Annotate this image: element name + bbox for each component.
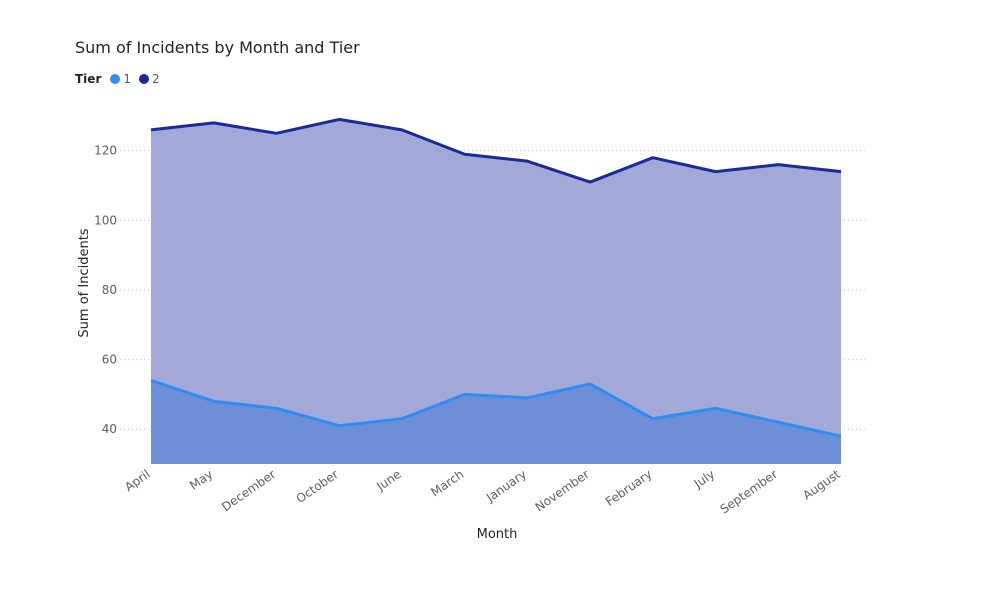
x-tick-label: January bbox=[483, 467, 529, 505]
x-tick-label: August bbox=[800, 467, 843, 503]
legend-title: Tier bbox=[75, 72, 102, 86]
area-series bbox=[151, 119, 841, 465]
area-tier-1 bbox=[151, 380, 841, 464]
x-tick-label: October bbox=[294, 467, 341, 506]
y-tick-label: 60 bbox=[102, 353, 117, 367]
x-axis-label: Month bbox=[477, 527, 518, 542]
legend-item-tier-1[interactable]: 1 bbox=[110, 72, 131, 86]
legend: Tier 1 2 bbox=[75, 72, 168, 86]
x-tick-label: July bbox=[691, 467, 718, 491]
y-axis-label: Sum of Incidents bbox=[77, 228, 92, 337]
chart-title: Sum of Incidents by Month and Tier bbox=[75, 38, 360, 57]
x-tick-label: December bbox=[219, 467, 278, 514]
x-axis-ticks: April May December October June March January N… bbox=[122, 467, 843, 517]
x-tick-label: February bbox=[603, 467, 655, 509]
x-tick-label: September bbox=[718, 467, 780, 517]
y-tick-label: 100 bbox=[94, 213, 117, 227]
y-tick-label: 80 bbox=[102, 283, 117, 297]
line-series bbox=[150, 117, 842, 438]
legend-dot-tier-1 bbox=[110, 74, 121, 84]
legend-label-tier-2: 2 bbox=[152, 72, 160, 86]
y-tick-label: 120 bbox=[94, 144, 117, 158]
x-tick-label: June bbox=[373, 467, 403, 494]
line-tier-1[interactable] bbox=[150, 379, 842, 438]
y-tick-label: 40 bbox=[102, 422, 117, 436]
legend-item-tier-2[interactable]: 2 bbox=[139, 72, 160, 86]
legend-dot-tier-2 bbox=[139, 74, 149, 84]
area-tier-2 bbox=[151, 119, 841, 465]
x-tick-label: April bbox=[122, 467, 153, 494]
x-tick-label: March bbox=[428, 467, 466, 499]
x-tick-label: May bbox=[187, 467, 215, 493]
x-tick-label: November bbox=[533, 467, 592, 514]
legend-label-tier-1: 1 bbox=[123, 72, 131, 86]
line-tier-2[interactable] bbox=[150, 117, 842, 184]
y-axis-ticks: 40 60 80 100 120 bbox=[94, 144, 117, 436]
